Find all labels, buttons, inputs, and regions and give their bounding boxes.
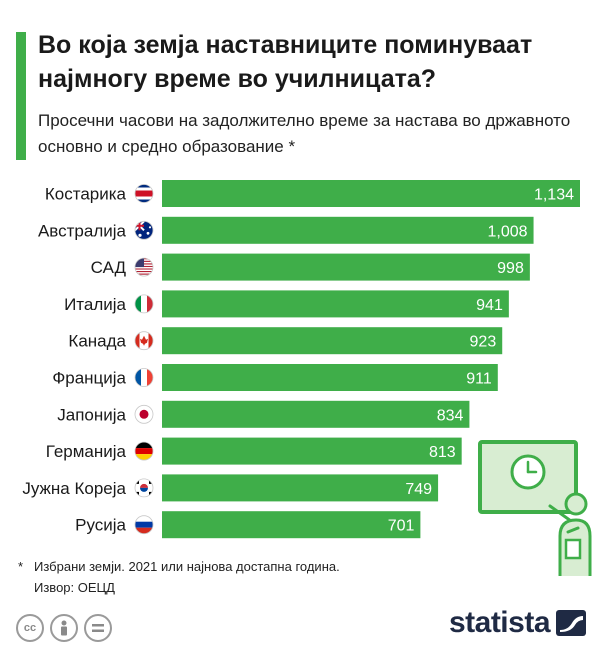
- category-label: Русија: [75, 516, 126, 535]
- france-flag-icon: [134, 368, 154, 387]
- bar: [162, 290, 509, 318]
- bar: [162, 400, 470, 428]
- bar: [162, 364, 498, 391]
- statista-logo-icon: [556, 610, 586, 636]
- bar-chart: Костарика 1,134 Австралија 1,008 САД 998 Итали…: [22, 180, 580, 539]
- category-label: Франција: [52, 369, 126, 388]
- category-label: Јапонија: [57, 405, 126, 424]
- title-accent-bar: [16, 32, 26, 160]
- usa-flag-icon: [134, 257, 154, 277]
- category-label: Италија: [64, 295, 126, 314]
- italy-flag-icon: [134, 294, 154, 314]
- south-korea-flag-icon: [134, 478, 154, 498]
- attribution-icon[interactable]: [50, 614, 78, 642]
- value-label: 941: [476, 297, 503, 314]
- page-subtitle: Просечни часови на задолжително време за…: [38, 111, 571, 156]
- value-label: 998: [497, 260, 524, 277]
- category-label: САД: [91, 258, 127, 277]
- value-label: 834: [437, 407, 464, 424]
- creative-commons-icon[interactable]: cc: [16, 614, 44, 642]
- brand-name: statista: [448, 606, 551, 639]
- canada-flag-icon: [134, 331, 154, 351]
- bar: [162, 253, 530, 281]
- no-derivatives-icon[interactable]: [84, 614, 112, 642]
- costa-rica-flag-icon: [134, 184, 154, 203]
- value-label: 923: [470, 334, 497, 351]
- value-label: 813: [429, 444, 456, 461]
- footnote: * Избрани земји. 2021 или најнова достапн…: [18, 556, 340, 598]
- bar: [162, 474, 439, 502]
- value-label: 1,008: [488, 223, 528, 240]
- page-title: Во која земја наставниците поминуваат на…: [38, 31, 533, 93]
- footnote-text: Избрани земји. 2021 или најнова достапна…: [34, 559, 340, 574]
- bar: [162, 511, 421, 539]
- japan-flag-icon: [134, 404, 154, 424]
- category-label: Канада: [68, 332, 126, 351]
- footnote-marker: *: [18, 559, 24, 574]
- bar: [162, 180, 580, 207]
- value-label: 1,134: [534, 187, 574, 204]
- category-label: Германија: [46, 442, 127, 461]
- bar: [162, 216, 534, 244]
- statista-logo[interactable]: statista: [449, 606, 586, 640]
- germany-flag-icon: [134, 441, 154, 461]
- license-icons: cc: [16, 614, 112, 642]
- australia-flag-icon: [134, 220, 154, 240]
- value-label: 749: [405, 481, 432, 498]
- bar: [162, 327, 503, 355]
- russia-flag-icon: [134, 515, 154, 535]
- bar: [162, 437, 462, 465]
- source-text: Извор: ОЕЦД: [34, 580, 115, 595]
- value-label: 911: [466, 371, 492, 388]
- category-label: Јужна Кореја: [22, 479, 126, 498]
- category-label: Костарика: [45, 185, 127, 204]
- category-label: Австралија: [38, 221, 127, 240]
- teacher-board-illustration: [478, 440, 592, 576]
- value-label: 701: [388, 518, 415, 535]
